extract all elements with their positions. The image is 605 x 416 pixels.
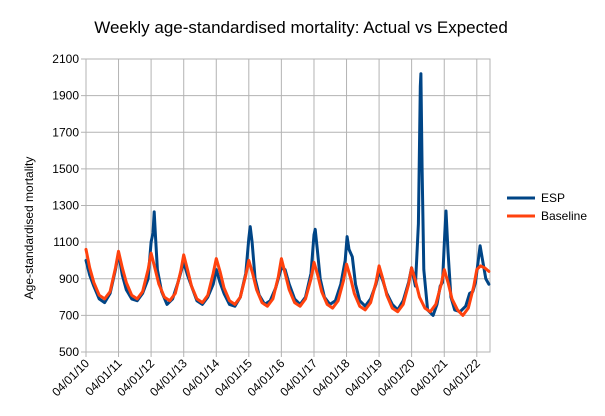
y-tick-label: 1700 xyxy=(52,125,79,139)
y-tick-label: 1900 xyxy=(52,89,79,103)
series-lines xyxy=(84,72,491,317)
chart-title: Weekly age-standardised mortality: Actua… xyxy=(94,18,508,37)
y-axis-label: Age-standardised mortality xyxy=(22,157,36,300)
y-tick-label: 1300 xyxy=(52,199,79,213)
y-tick-label: 900 xyxy=(59,272,79,286)
legend: ESP Baseline xyxy=(507,191,587,223)
y-tick-label: 1500 xyxy=(52,162,79,176)
y-tick-label: 700 xyxy=(59,308,79,322)
y-tick-label: 2100 xyxy=(52,52,79,66)
series-line-baseline xyxy=(84,247,491,317)
y-tick-label: 500 xyxy=(59,345,79,359)
legend-label-esp: ESP xyxy=(541,191,565,205)
y-tick-label: 1100 xyxy=(53,235,79,249)
grid xyxy=(85,58,491,353)
legend-label-baseline: Baseline xyxy=(541,209,587,223)
